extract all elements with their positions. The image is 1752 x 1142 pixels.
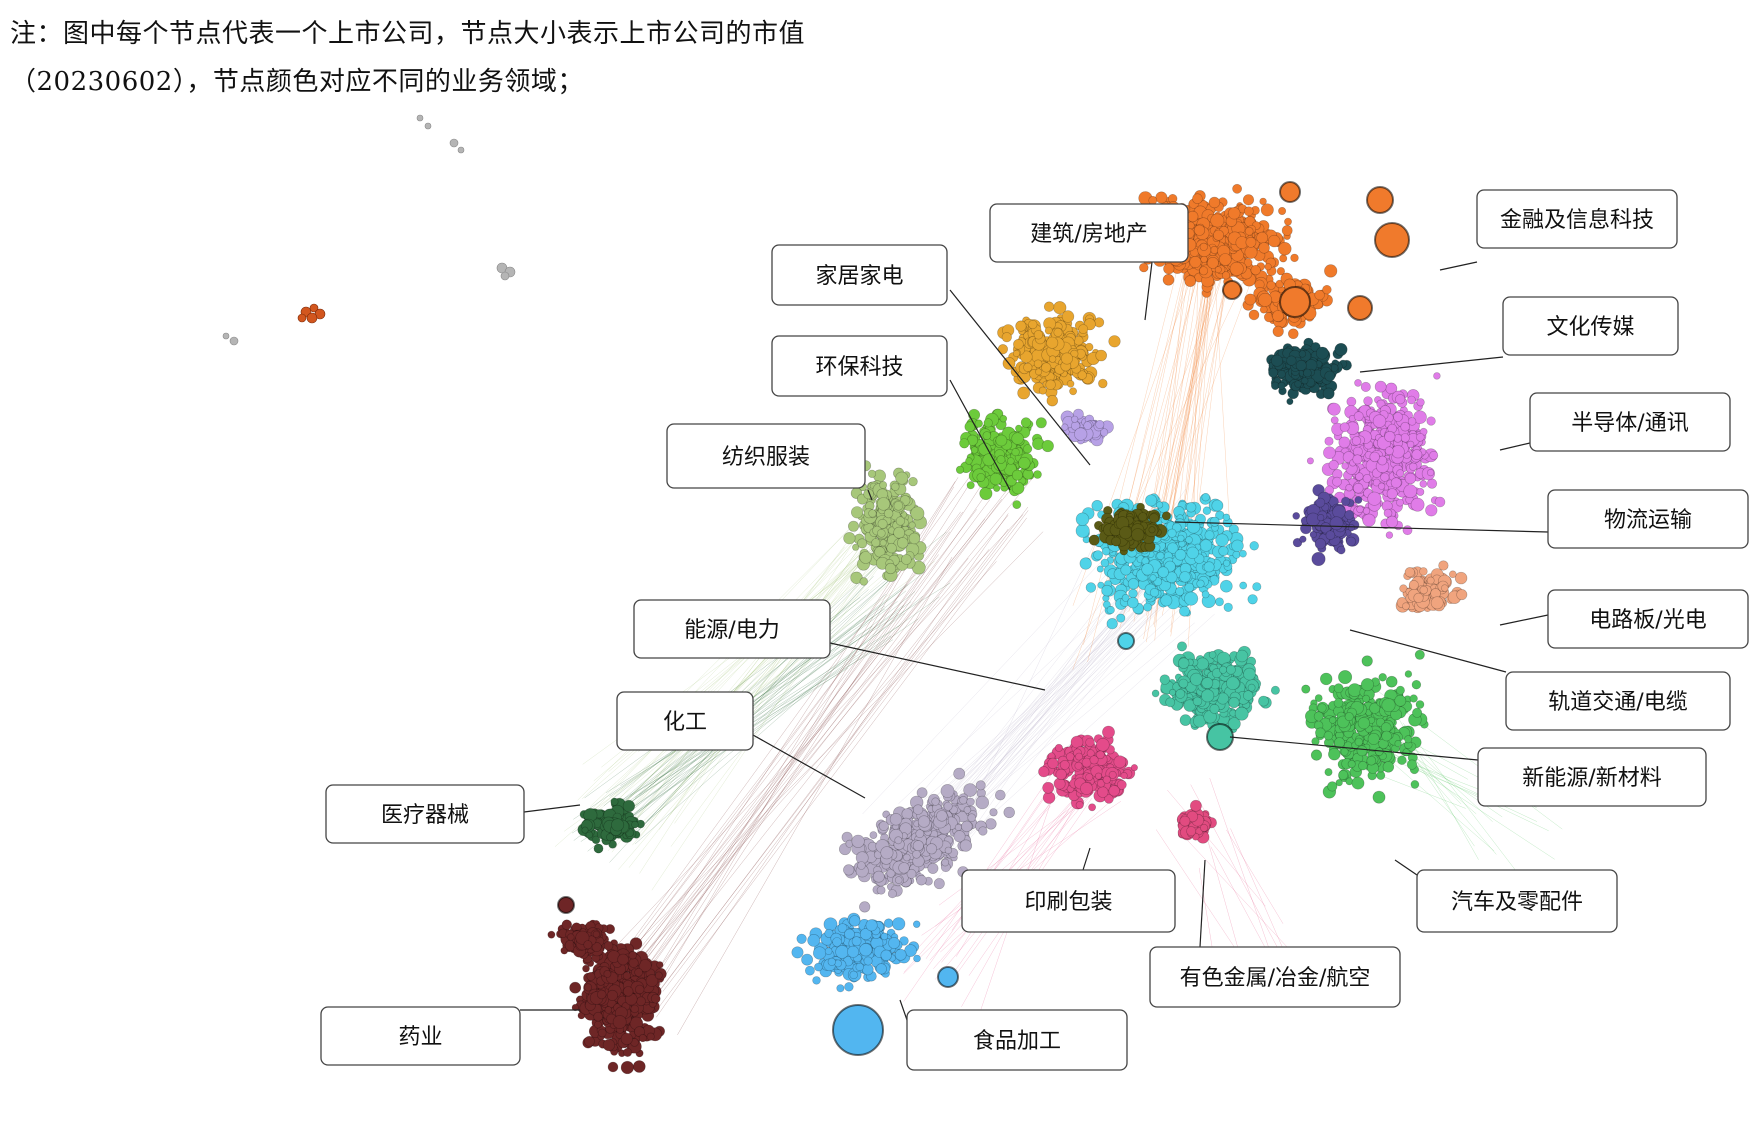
cluster-label-text: 环保科技: [815, 355, 903, 380]
cluster-label-text: 纺织服装: [722, 445, 810, 470]
cluster-label: 电路板/光电: [1499, 589, 1749, 649]
cluster-label: 建筑/房地产: [989, 203, 1189, 321]
label-box: [1416, 869, 1618, 933]
cluster-label: 轨道交通/电缆: [1349, 629, 1731, 731]
cluster-label-text: 轨道交通/电缆: [1548, 690, 1687, 715]
cluster-label: 有色金属/冶金/航空: [1149, 859, 1401, 1008]
leader-line: [1499, 442, 1531, 451]
label-box: [1149, 946, 1401, 1008]
cluster-label-text: 汽车及零配件: [1451, 890, 1583, 915]
large-cap-nodes: [557, 181, 1410, 1056]
cluster-label-text: 印刷包装: [1024, 890, 1112, 915]
label-box: [616, 691, 754, 751]
label-box: [1529, 392, 1731, 452]
cluster-label: 文化传媒: [1359, 296, 1679, 373]
cluster-label-text: 电路板/光电: [1589, 608, 1706, 633]
leader-line: [1394, 859, 1418, 876]
cluster-label: 药业: [320, 1006, 580, 1066]
isolated-nodes: [222, 114, 516, 346]
label-box: [1547, 489, 1749, 549]
label-box: [1502, 296, 1679, 356]
cluster-label-text: 物流运输: [1604, 508, 1692, 533]
cluster-label-text: 金融及信息科技: [1500, 208, 1654, 233]
leader-line: [829, 642, 1046, 691]
leader-line: [949, 289, 1091, 466]
cluster-label-text: 家居家电: [815, 264, 903, 289]
leader-line: [1199, 859, 1206, 948]
leader-line: [1174, 521, 1549, 533]
leader-line: [1082, 847, 1091, 871]
figure-note: 注：图中每个节点代表一个上市公司，节点大小表示上市公司的市值（20230602）…: [10, 19, 806, 97]
cluster-label: 金融及信息科技: [1439, 189, 1678, 271]
cluster-label: 医疗器械: [325, 784, 581, 844]
cluster-label: 化工: [616, 691, 866, 799]
label-box: [1505, 671, 1731, 731]
leader-line: [523, 804, 581, 813]
leader-line: [1349, 629, 1507, 673]
leader-line: [1359, 356, 1504, 373]
cluster-label-text: 半导体/通讯: [1571, 411, 1688, 436]
label-box: [989, 203, 1189, 263]
label-box: [633, 599, 831, 659]
cluster-label: 半导体/通讯: [1499, 392, 1731, 452]
leader-line: [752, 734, 866, 799]
label-box: [320, 1006, 521, 1066]
leader-line: [867, 489, 873, 501]
cluster-label-text: 建筑/房地产: [1030, 222, 1147, 247]
label-box: [1547, 589, 1749, 649]
cluster-label: 纺织服装: [666, 423, 873, 501]
cluster-label: 物流运输: [1174, 489, 1749, 549]
cluster-label: 新能源/新材料: [1229, 736, 1707, 807]
network-nodes: [547, 183, 1468, 1075]
cluster-label-text: 医疗器械: [381, 803, 469, 828]
label-box: [1477, 747, 1707, 807]
cluster-label-text: 新能源/新材料: [1522, 766, 1661, 791]
cluster-label-text: 文化传媒: [1546, 315, 1634, 340]
cluster-label: 环保科技: [771, 335, 1011, 491]
cluster-label: 汽车及零配件: [1394, 859, 1618, 933]
cluster-label-text: 能源/电力: [684, 618, 779, 643]
label-box: [666, 423, 866, 489]
leader-line: [899, 999, 908, 1021]
cluster-label-text: 药业: [398, 1025, 442, 1050]
leader-line: [949, 379, 1011, 491]
label-box: [1476, 189, 1678, 249]
cluster-label-text: 食品加工: [973, 1029, 1061, 1054]
label-box: [325, 784, 525, 844]
label-box: [771, 335, 948, 397]
leader-line: [1144, 261, 1153, 321]
cluster-label-text: 化工: [663, 710, 707, 735]
cluster-label-text: 有色金属/冶金/航空: [1180, 966, 1371, 991]
cluster-label: 食品加工: [899, 999, 1128, 1071]
cluster-label: 能源/电力: [633, 599, 1046, 691]
label-box: [906, 1009, 1128, 1071]
cluster-label: 家居家电: [771, 244, 1091, 466]
leader-line: [1499, 614, 1549, 626]
label-box: [961, 869, 1176, 933]
label-box: [771, 244, 948, 306]
leader-line: [1229, 736, 1479, 761]
cluster-label: 印刷包装: [961, 847, 1176, 933]
leader-line: [1439, 261, 1478, 271]
